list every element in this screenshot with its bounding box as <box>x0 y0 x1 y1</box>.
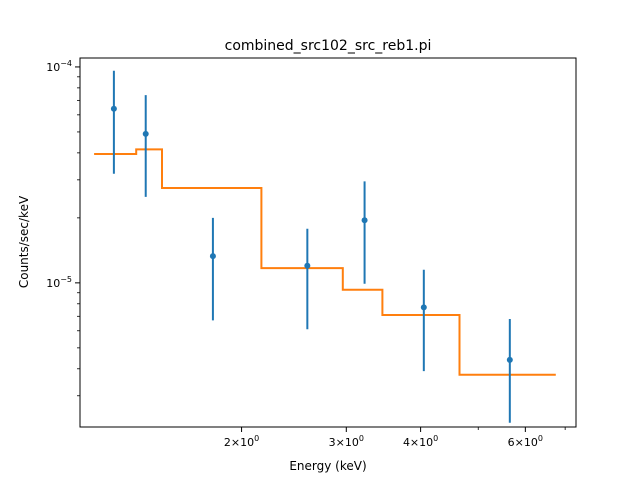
x-axis: 2×100 3×100 4×100 6×100 <box>224 427 566 449</box>
x-tick-label: 6×100 <box>508 434 543 449</box>
data-point <box>209 217 216 321</box>
data-marker <box>110 105 117 112</box>
y-tick-label: 10−4 <box>46 59 72 74</box>
x-tick-label: 3×100 <box>329 434 364 449</box>
data-marker <box>209 253 216 260</box>
x-tick-label: 4×100 <box>403 434 438 449</box>
data-point <box>361 181 368 284</box>
plot-area <box>80 58 576 427</box>
data-marker <box>142 130 149 137</box>
data-point <box>110 70 117 174</box>
plot-frame <box>79 57 577 428</box>
y-tick-label: 10−5 <box>46 275 72 290</box>
x-tick-label: 2×100 <box>224 434 259 449</box>
data-points-layer <box>110 70 513 423</box>
chart-title: combined_src102_src_reb1.pi <box>225 38 432 54</box>
data-point <box>506 319 513 423</box>
x-axis-label: Energy (keV) <box>289 459 366 473</box>
data-marker <box>304 262 311 269</box>
model-step-layer <box>94 148 556 376</box>
y-axis: 10−5 10−4 <box>46 59 80 397</box>
y-axis-label: Counts/sec/keV <box>17 195 31 288</box>
model-step-line <box>94 148 556 376</box>
data-marker <box>361 217 368 224</box>
data-point <box>304 228 311 330</box>
data-marker <box>506 356 513 363</box>
data-marker <box>420 304 427 311</box>
data-point <box>142 95 149 197</box>
data-point <box>420 269 427 372</box>
